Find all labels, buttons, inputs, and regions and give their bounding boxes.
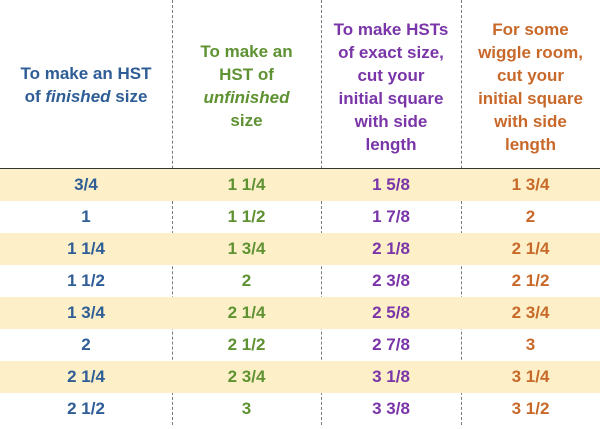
unfinished-size-cell: 2 1/2	[227, 335, 266, 354]
exact-size-cell: 2 7/8	[372, 335, 410, 354]
wiggle-room-cell: 3 1/2	[511, 399, 550, 418]
header-text: For some	[492, 20, 569, 39]
unfinished-size-cell: 1 1/4	[227, 175, 266, 194]
header-text: with side	[494, 112, 567, 131]
header-text: To make an HST	[20, 64, 152, 83]
header-finished-size: To make an HST of finished size	[0, 0, 172, 168]
exact-size-cell: 2 5/8	[372, 303, 410, 322]
finished-size-cell: 1 1/2	[67, 271, 105, 290]
header-text: cut your	[357, 66, 425, 85]
header-text: size	[115, 87, 148, 106]
finished-size-cell: 3/4	[74, 175, 98, 194]
exact-size-cell: 1 7/8	[372, 207, 410, 226]
header-emphasis: finished	[45, 87, 111, 106]
finished-size-cell: 2 1/4	[67, 367, 105, 386]
wiggle-room-cell: 2 1/4	[511, 239, 550, 258]
header-text: wiggle room,	[478, 43, 583, 62]
exact-size-cell: 1 5/8	[372, 175, 410, 194]
header-text: initial square	[338, 89, 444, 108]
column-divider	[172, 0, 173, 425]
header-text: of exact size,	[338, 43, 444, 62]
header-text: To make an	[200, 42, 293, 61]
header-text: cut your	[496, 66, 565, 85]
column-divider	[321, 0, 322, 425]
table-body: 3/4 1 1/4 1 5/8 1 3/4 1 1 1/2 1 7/8 2 1 …	[0, 169, 600, 425]
wiggle-room-cell: 2 1/2	[511, 271, 550, 290]
header-text: length	[505, 135, 556, 154]
header-text: with side	[354, 112, 428, 131]
finished-size-cell: 1 3/4	[67, 303, 105, 322]
table-header: To make an HST of finished size To make …	[0, 0, 600, 168]
table-row: 1 1 1/2 1 7/8 2	[0, 201, 600, 233]
table-row: 2 1/4 2 3/4 3 1/8 3 1/4	[0, 361, 600, 393]
table-row: 1 3/4 2 1/4 2 5/8 2 3/4	[0, 297, 600, 329]
wiggle-room-cell: 3	[525, 335, 536, 354]
table-row: 3/4 1 1/4 1 5/8 1 3/4	[0, 169, 600, 201]
exact-size-cell: 2 1/8	[372, 239, 410, 258]
header-emphasis: unfinished	[203, 88, 290, 107]
wiggle-room-cell: 1 3/4	[511, 175, 550, 194]
header-text: length	[365, 135, 417, 154]
table-row: 1 1/2 2 2 3/8 2 1/2	[0, 265, 600, 297]
table-row: 1 1/4 1 3/4 2 1/8 2 1/4	[0, 233, 600, 265]
wiggle-room-cell: 2	[525, 207, 536, 226]
header-text: of	[24, 87, 41, 106]
unfinished-size-cell: 2	[241, 271, 252, 290]
unfinished-size-cell: 3	[241, 399, 252, 418]
unfinished-size-cell: 2 3/4	[227, 367, 266, 386]
finished-size-cell: 1 1/4	[67, 239, 105, 258]
finished-size-cell: 2	[81, 335, 91, 354]
finished-size-cell: 2 1/2	[67, 399, 105, 418]
finished-size-cell: 1	[81, 207, 91, 226]
wiggle-room-cell: 3 1/4	[511, 367, 550, 386]
unfinished-size-cell: 1 3/4	[227, 239, 266, 258]
unfinished-size-cell: 1 1/2	[227, 207, 266, 226]
header-unfinished-size: To make an HST of unfinished size	[172, 0, 321, 168]
exact-size-cell: 3 3/8	[372, 399, 410, 418]
header-wiggle-room: For some wiggle room, cut your initial s…	[461, 0, 600, 168]
unfinished-size-cell: 2 1/4	[227, 303, 266, 322]
header-text: initial square	[478, 89, 583, 108]
column-divider	[461, 0, 462, 425]
header-text: size	[230, 111, 263, 130]
header-exact-size: To make HSTs of exact size, cut your ini…	[321, 0, 461, 168]
header-text: To make HSTs	[333, 20, 449, 39]
table-row: 2 1/2 3 3 3/8 3 1/2	[0, 393, 600, 425]
wiggle-room-cell: 2 3/4	[511, 303, 550, 322]
exact-size-cell: 3 1/8	[372, 367, 410, 386]
header-rule	[0, 168, 600, 169]
exact-size-cell: 2 3/8	[372, 271, 410, 290]
table-row: 2 2 1/2 2 7/8 3	[0, 329, 600, 361]
header-text: HST of	[219, 65, 274, 84]
